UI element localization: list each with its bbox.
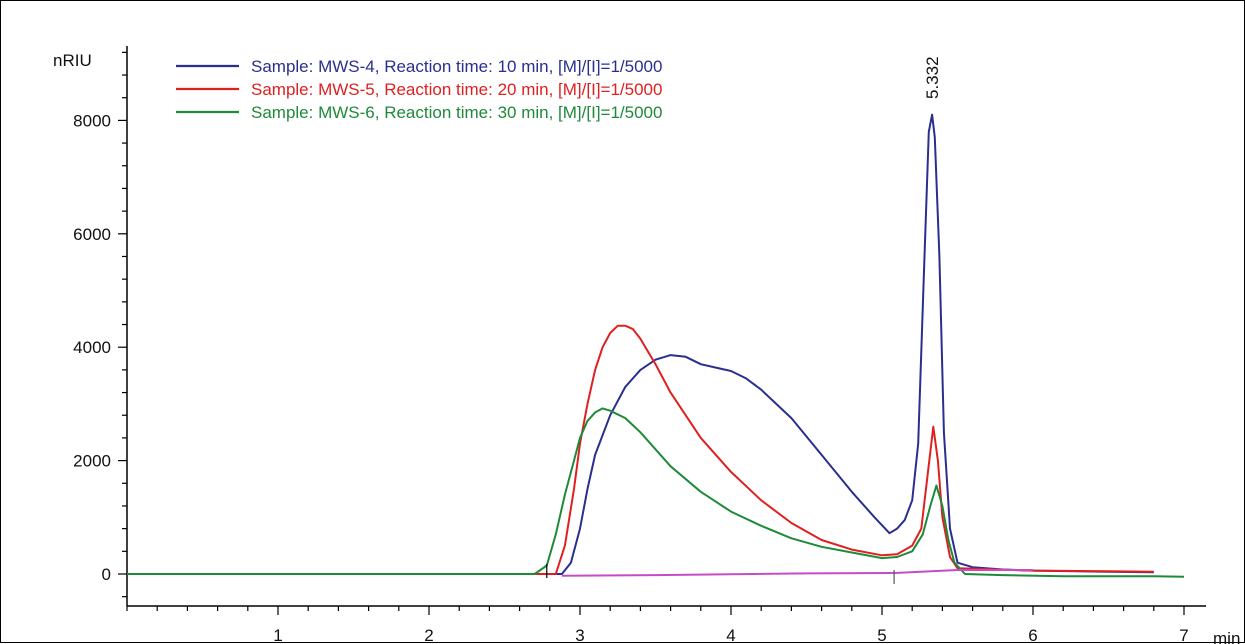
series-line-0 [127, 113, 1154, 575]
legend-entry-0: Sample: MWS-4, Reaction time: 10 min, [M… [251, 57, 662, 76]
legend-entry-1: Sample: MWS-5, Reaction time: 20 min, [M… [251, 80, 662, 99]
labels-layer: nRIU min 5.332 [53, 51, 1240, 644]
x-tick-label: 5 [877, 626, 886, 644]
y-tick-label: 0 [102, 565, 111, 584]
x-tick-label: 6 [1028, 626, 1037, 644]
y-tick-label: 6000 [73, 225, 111, 244]
legend: Sample: MWS-4, Reaction time: 10 min, [M… [176, 57, 662, 122]
x-tick-label: 4 [726, 626, 735, 644]
series-layer [127, 113, 1185, 584]
y-axis-label: nRIU [53, 51, 92, 70]
x-tick-label: 3 [575, 626, 584, 644]
series-line-3 [561, 569, 1033, 577]
series-line-1 [127, 324, 1154, 575]
y-tick-label: 2000 [73, 452, 111, 471]
y-tick-label: 4000 [73, 338, 111, 357]
x-tick-label: 1 [273, 626, 282, 644]
x-tick-label: 7 [1179, 626, 1188, 644]
peak-annotation-label: 5.332 [923, 56, 942, 99]
x-axis-label: min [1213, 629, 1240, 644]
series-line-2 [127, 407, 1185, 578]
axes: 0 2000 4000 6000 8000 1 2 3 4 5 6 7 [73, 46, 1206, 644]
x-tick-label: 2 [424, 626, 433, 644]
legend-entry-2: Sample: MWS-6, Reaction time: 30 min, [M… [251, 103, 662, 122]
y-tick-label: 8000 [73, 111, 111, 130]
